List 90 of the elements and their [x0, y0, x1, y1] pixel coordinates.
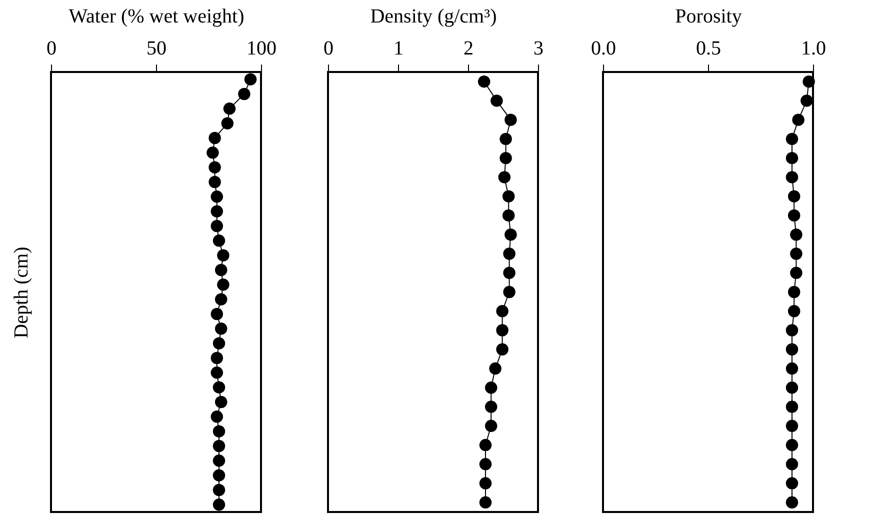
point — [210, 410, 224, 423]
x-tick-label: 0 — [324, 38, 334, 60]
point — [212, 484, 226, 496]
point — [206, 146, 219, 159]
point — [212, 234, 226, 247]
point — [210, 220, 224, 232]
point — [503, 248, 516, 260]
point — [479, 438, 492, 452]
point — [786, 324, 798, 336]
point — [504, 114, 517, 126]
point — [212, 425, 226, 438]
point — [496, 324, 508, 336]
point — [210, 190, 224, 203]
y-axis-title: Depth (cm) — [10, 246, 32, 338]
point — [208, 161, 221, 174]
point — [503, 266, 516, 279]
point — [503, 286, 516, 298]
x-tick-label: 50 — [146, 38, 166, 60]
point — [802, 75, 815, 88]
point — [786, 458, 798, 470]
point — [489, 362, 502, 375]
x-tick-label: 100 — [246, 38, 276, 60]
point — [238, 88, 250, 100]
x-tick-label: 3 — [534, 38, 544, 60]
x-tick-label: 1 — [394, 38, 404, 60]
point — [790, 228, 802, 241]
point — [498, 171, 511, 184]
point — [502, 209, 515, 222]
point — [502, 190, 515, 202]
point — [788, 305, 800, 318]
point — [496, 305, 508, 318]
point — [221, 117, 234, 130]
point — [212, 454, 226, 467]
point — [214, 264, 228, 276]
x-axis-title: Density (g/cm³) — [370, 6, 497, 28]
point — [244, 73, 257, 86]
point — [217, 278, 230, 291]
point — [212, 381, 226, 394]
point — [788, 286, 800, 298]
x-tick-label: 2 — [464, 38, 474, 60]
point — [212, 469, 226, 482]
point — [210, 308, 224, 320]
x-axis-title: Water (% wet weight) — [68, 6, 244, 28]
point — [500, 132, 512, 146]
point — [800, 94, 813, 107]
point — [786, 152, 798, 164]
point — [786, 477, 798, 490]
point — [788, 209, 800, 222]
x-axis-title: Porosity — [675, 6, 742, 28]
point — [790, 266, 802, 279]
point — [217, 249, 230, 262]
point — [504, 228, 517, 241]
point — [214, 396, 228, 408]
point — [212, 440, 226, 452]
point — [212, 337, 226, 350]
point — [790, 248, 802, 260]
point — [210, 352, 224, 364]
point — [208, 132, 221, 144]
point — [479, 477, 492, 490]
point — [210, 366, 224, 379]
point — [214, 293, 228, 306]
point — [786, 420, 798, 432]
point — [786, 343, 798, 356]
point — [478, 75, 490, 88]
point — [496, 343, 508, 356]
x-tick-label: 1.0 — [801, 38, 826, 60]
point — [786, 496, 798, 509]
point — [208, 176, 221, 188]
point — [786, 132, 798, 146]
point — [223, 102, 236, 115]
x-tick-label: 0.0 — [591, 38, 616, 60]
point — [792, 114, 804, 126]
x-tick-label: 0.5 — [696, 38, 721, 60]
point — [786, 382, 798, 394]
point — [210, 205, 224, 218]
point — [484, 400, 498, 413]
point — [786, 438, 798, 452]
point — [788, 190, 800, 202]
point — [484, 420, 498, 432]
x-tick-label: 0 — [46, 38, 56, 60]
point — [479, 496, 492, 509]
point — [484, 382, 498, 394]
point — [212, 498, 226, 511]
point — [214, 322, 228, 335]
point — [786, 400, 798, 413]
point — [490, 94, 503, 107]
point — [479, 458, 492, 470]
point — [786, 362, 798, 375]
point — [786, 171, 798, 184]
point — [500, 152, 512, 164]
